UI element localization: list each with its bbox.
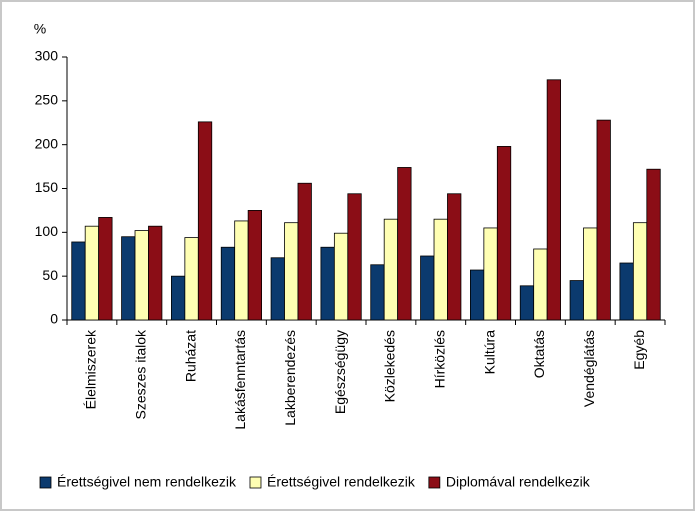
bar: [98, 217, 113, 321]
x-tick-label: Szeszes italok: [132, 329, 148, 419]
legend-label: Diplomával rendelkezik: [446, 474, 591, 490]
bar: [247, 210, 262, 321]
x-tick-label: Élelmiszerek: [83, 329, 99, 409]
bar: [134, 230, 149, 321]
y-tick-label: 250: [35, 92, 59, 108]
bar: [220, 246, 236, 321]
x-tick-label: Egészségügy: [332, 330, 348, 414]
x-tick-label: Lakberendezés: [282, 330, 298, 426]
bar: [148, 225, 163, 321]
y-axis-label: %: [34, 21, 46, 37]
bar: [71, 241, 86, 321]
bar: [483, 227, 498, 321]
legend-label: Érettségivel rendelkezik: [267, 474, 416, 490]
x-tick-label: Lakásfenntartás: [232, 330, 248, 430]
bar: [197, 121, 213, 321]
bar: [533, 248, 548, 321]
bar: [84, 225, 100, 321]
x-tick-label: Kultúra: [481, 330, 497, 375]
legend-swatch: [39, 476, 52, 489]
x-tick-label: Hírközlés: [431, 330, 447, 388]
y-tick-label: 100: [35, 223, 59, 239]
bar: [546, 79, 561, 321]
bar: [596, 119, 611, 321]
legend-label: Érettségivel nem rendelkezik: [57, 474, 237, 490]
bar: [320, 246, 335, 321]
legend-swatch: [428, 476, 441, 489]
x-tick-label: Oktatás: [531, 330, 547, 378]
y-tick-label: 50: [42, 267, 58, 283]
bar: [284, 222, 299, 321]
y-tick-label: 150: [35, 179, 59, 195]
bar: [370, 264, 385, 321]
bar: [496, 146, 512, 321]
bar: [519, 285, 535, 321]
bar: [397, 167, 412, 321]
bar: [171, 275, 186, 321]
bar: [121, 236, 136, 321]
bar: [347, 193, 362, 321]
bar: [433, 218, 448, 321]
bar: [569, 280, 584, 321]
bar: [383, 218, 399, 321]
bar: [583, 227, 598, 321]
y-tick-label: 0: [50, 311, 58, 327]
bar: [420, 255, 435, 321]
bar: [470, 269, 485, 321]
bar: [632, 222, 648, 321]
bar: [297, 182, 312, 321]
x-tick-label: Egyéb: [631, 330, 647, 370]
bar: [646, 168, 661, 321]
bar: [333, 232, 349, 321]
bar: [447, 193, 462, 321]
x-tick-label: Közlekedés: [382, 330, 398, 402]
x-tick-label: Ruházat: [182, 330, 198, 382]
legend-swatch: [249, 476, 262, 489]
bar: [234, 220, 249, 321]
bar: [619, 262, 634, 321]
y-tick-label: 200: [35, 135, 59, 151]
bar: [184, 237, 199, 321]
y-tick-label: 300: [35, 48, 59, 64]
bar: [270, 257, 285, 321]
x-tick-label: Vendéglátás: [581, 330, 597, 407]
